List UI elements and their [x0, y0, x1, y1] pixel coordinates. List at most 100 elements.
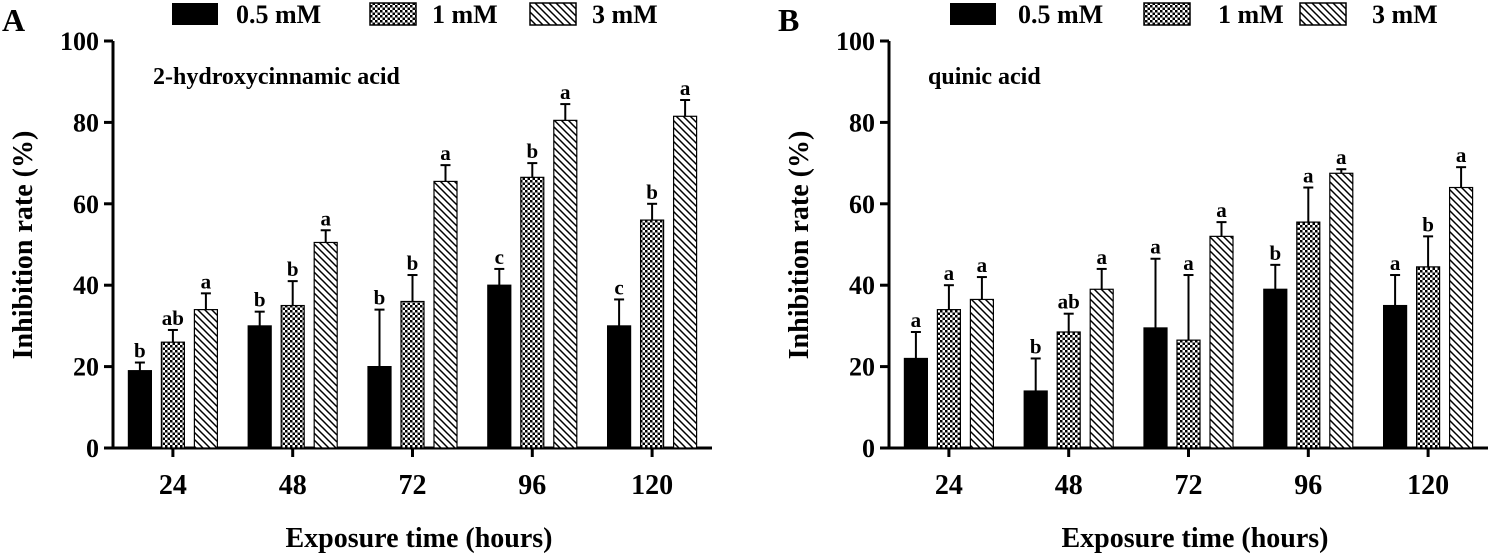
bar	[1176, 339, 1201, 449]
y-tick-label: 20	[73, 353, 99, 382]
bar	[1263, 288, 1288, 449]
bar	[1415, 266, 1441, 449]
significance-letter: a	[560, 80, 571, 104]
significance-letter: a	[944, 261, 955, 285]
y-axis-label: Inhibition rate (%)	[784, 131, 815, 360]
legend-label: 0.5 mM	[1018, 0, 1103, 29]
x-tick-label: 96	[518, 470, 546, 501]
y-tick-label: 100	[836, 27, 875, 56]
bar	[313, 241, 338, 449]
legend-label: 1 mM	[1218, 0, 1284, 29]
bar	[1023, 390, 1048, 449]
significance-letter: b	[287, 257, 299, 281]
bar	[193, 309, 218, 449]
significance-letter: ab	[1058, 290, 1080, 314]
significance-letter: b	[407, 251, 419, 275]
significance-letter: a	[1096, 245, 1107, 269]
legend-label: 0.5 mM	[236, 0, 321, 29]
significance-letter: b	[526, 139, 538, 163]
significance-letter: c	[614, 275, 623, 299]
significance-letter: a	[440, 141, 451, 165]
bar	[936, 309, 962, 449]
significance-letter: a	[1150, 235, 1161, 259]
chart-title: quinic acid	[928, 64, 1041, 90]
legend-item-0-5mm[interactable]: 0.5 mM	[950, 0, 1103, 29]
bar	[1382, 304, 1408, 449]
y-tick-label: 20	[849, 353, 875, 382]
significance-letter: b	[254, 288, 266, 312]
legend-item-0-5mm[interactable]: 0.5 mM	[172, 0, 321, 29]
significance-letter: ab	[162, 306, 184, 330]
bar	[160, 341, 185, 449]
chart-title: 2-hydroxycinnamic acid	[153, 64, 401, 90]
bar	[1209, 235, 1234, 449]
legend: 0.5 mM 1 mM 3 mM 0.5 mM 1 mM 3 mM	[172, 0, 1438, 29]
panel-b: B quinic acid Exposure time (hours) Inhi…	[778, 2, 1488, 554]
legend-swatch-hatch	[1299, 2, 1347, 26]
bar	[969, 298, 995, 449]
bar	[672, 115, 698, 449]
x-tick-label: 96	[1294, 470, 1322, 501]
bar	[1448, 186, 1474, 449]
significance-letter: b	[1030, 334, 1042, 358]
bar	[367, 366, 392, 449]
significance-letter: a	[201, 269, 212, 293]
significance-letter: a	[1216, 198, 1227, 222]
bar	[639, 219, 665, 449]
bar	[553, 119, 578, 449]
bar	[520, 176, 545, 449]
x-tick-label: 48	[279, 470, 307, 501]
significance-letter: b	[1422, 212, 1434, 236]
bar	[127, 370, 152, 449]
x-tick-label: 24	[159, 470, 187, 501]
y-tick-label: 80	[73, 108, 99, 137]
significance-letter: a	[320, 206, 331, 230]
legend-item-3mm[interactable]: 3 mM	[1299, 0, 1438, 29]
significance-letter: b	[134, 339, 146, 363]
bar	[1329, 172, 1354, 449]
y-tick-label: 100	[60, 27, 99, 56]
legend-swatch-solid	[172, 3, 218, 25]
legend-swatch-checker	[369, 2, 417, 26]
y-tick-label: 80	[849, 108, 875, 137]
bar	[903, 357, 929, 449]
legend-label: 3 mM	[1372, 0, 1438, 29]
significance-letter: a	[1390, 251, 1401, 275]
bar	[433, 180, 458, 449]
x-axis-label: Exposure time (hours)	[285, 523, 552, 554]
y-tick-label: 60	[73, 190, 99, 219]
y-axis-label: Inhibition rate (%)	[8, 131, 39, 360]
panel-a: A 2-hydroxycinnamic acid Exposure time (…	[2, 2, 712, 554]
legend-item-1mm[interactable]: 1 mM	[369, 0, 498, 29]
y-tick-label: 40	[849, 271, 875, 300]
y-tick-label: 0	[86, 434, 99, 463]
bar	[247, 325, 272, 449]
x-tick-label: 72	[1175, 470, 1203, 501]
legend-item-3mm[interactable]: 3 mM	[529, 0, 658, 29]
legend-item-1mm[interactable]: 1 mM	[1143, 0, 1284, 29]
bar	[1143, 327, 1168, 449]
significance-letter: a	[1456, 143, 1467, 167]
significance-letter: a	[680, 76, 691, 100]
bar	[280, 304, 305, 449]
y-tick-label: 40	[73, 271, 99, 300]
panel-label: B	[778, 2, 799, 38]
bar	[1296, 221, 1321, 449]
panel-label: A	[2, 2, 25, 38]
y-tick-label: 0	[862, 434, 875, 463]
x-tick-label: 48	[1055, 470, 1083, 501]
y-tick-label: 60	[849, 190, 875, 219]
legend-swatch-hatch	[529, 2, 577, 26]
significance-letter: a	[1303, 164, 1314, 188]
significance-letter: a	[911, 308, 922, 332]
x-axis-label: Exposure time (hours)	[1061, 523, 1328, 554]
significance-letter: a	[1183, 251, 1194, 275]
legend-swatch-solid	[950, 3, 996, 25]
significance-letter: a	[1336, 145, 1347, 169]
significance-letter: b	[646, 180, 658, 204]
significance-letter: c	[495, 245, 504, 269]
significance-letter: b	[1269, 241, 1281, 265]
